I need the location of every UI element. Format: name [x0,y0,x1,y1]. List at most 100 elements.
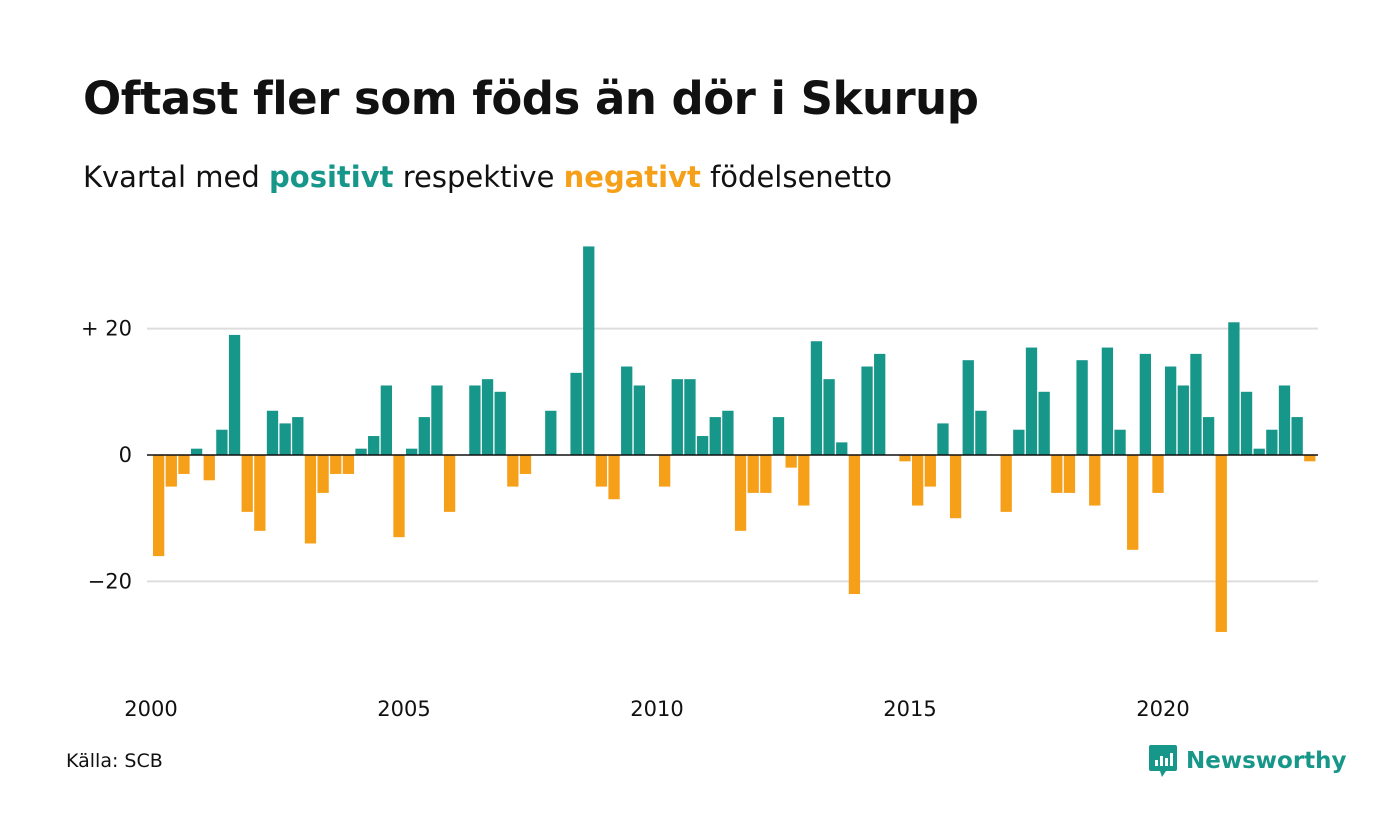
bar-negative [798,455,810,506]
bar-negative [203,455,215,481]
bar-positive [1253,448,1265,455]
chart-title: Oftast fler som föds än dör i Skurup [83,72,979,125]
bar-negative [304,455,317,544]
axis-layer: + 20 0 −20 2000 2005 2010 2015 2020 [81,317,1318,721]
bar-positive [216,429,228,455]
bar-negative [1127,455,1139,550]
bar-negative [153,455,165,557]
bar-positive [355,448,367,455]
bar-negative [330,455,342,474]
bar-negative [785,455,797,468]
bar-positive [633,385,645,455]
bar-negative [747,455,759,493]
subtitle-middle: respektive [402,160,555,194]
brand-name: Newsworthy [1186,748,1347,774]
bar-negative [912,455,924,506]
bar-positive [368,436,380,455]
bar-positive [962,360,974,455]
bar-layer [153,246,1316,632]
bar-negative [165,455,177,487]
bar-positive [1202,417,1215,455]
y-tick-label: + 20 [81,317,132,341]
bar-positive [570,372,582,455]
bar-positive [279,423,291,455]
bar-positive [836,442,848,455]
bar-positive [228,334,241,455]
source-note: Källa: SCB [66,750,163,772]
chart-subtitle: Kvartal med positivt respektive negativt… [83,160,892,194]
bar-positive [975,410,987,455]
bar-negative [848,455,861,595]
x-tick-label: 2015 [883,697,936,721]
x-tick-label: 2010 [630,697,683,721]
x-tick-label: 2005 [377,697,430,721]
grid-layer [147,327,1318,583]
bar-positive [380,385,392,455]
y-tick-label: 0 [119,443,132,467]
bar-negative [178,455,190,474]
bar-positive [431,385,443,455]
bar-positive [266,410,279,455]
bar-positive [1013,429,1025,455]
bar-positive [1101,347,1114,455]
bar-negative [1000,455,1012,512]
bar-positive [1291,417,1303,455]
bar-negative [608,455,620,500]
bar-negative [1152,455,1164,493]
bar-negative [342,455,355,474]
newsworthy-logo-icon [1149,745,1177,777]
bar-positive [684,379,696,455]
bar-negative [1089,455,1101,506]
bar-negative [899,455,911,462]
bar-negative [760,455,772,493]
bar-positive [861,366,873,455]
bar-positive [406,448,418,455]
bar-negative [734,455,747,531]
bar-negative [254,455,266,531]
bar-positive [469,385,481,455]
bar-positive [709,417,721,455]
x-tick-label: 2000 [124,697,177,721]
bar-positive [772,417,785,455]
bar-positive [1025,347,1038,455]
bar-positive [545,410,557,455]
bar-negative [507,455,519,487]
brand-logo[interactable]: Newsworthy [1148,744,1347,778]
subtitle-positive-word: positivt [269,160,394,194]
x-tick-label: 2020 [1136,697,1189,721]
bar-negative [1051,455,1063,493]
bar-positive [494,391,506,455]
bar-negative [949,455,962,519]
bar-positive [621,366,633,455]
bar-positive [937,423,949,455]
bar-negative [519,455,532,474]
bar-positive [1228,322,1240,455]
bar-positive [1165,366,1177,455]
bar-negative [1063,455,1076,493]
y-tick-label: −20 [88,569,132,593]
subtitle-negative-word: negativt [563,160,701,194]
bar-positive [874,353,886,455]
bar-negative [924,455,936,487]
bar-negative [595,455,608,487]
bar-positive [1190,353,1202,455]
bar-positive [1139,353,1151,455]
bar-positive [190,448,203,455]
bar-positive [1266,429,1278,455]
bar-positive [696,436,709,455]
bar-positive [481,379,494,455]
bar-positive [1114,429,1126,455]
subtitle-suffix: födelsenetto [710,160,892,194]
bar-positive [292,417,304,455]
bar-positive [722,410,734,455]
bar-negative [317,455,329,493]
bar-positive [823,379,835,455]
bar-positive [1038,391,1050,455]
bar-positive [1278,385,1291,455]
bar-positive [583,246,595,455]
bar-negative [659,455,671,487]
bar-negative [1215,455,1227,632]
bar-negative [241,455,253,512]
bar-positive [671,379,683,455]
